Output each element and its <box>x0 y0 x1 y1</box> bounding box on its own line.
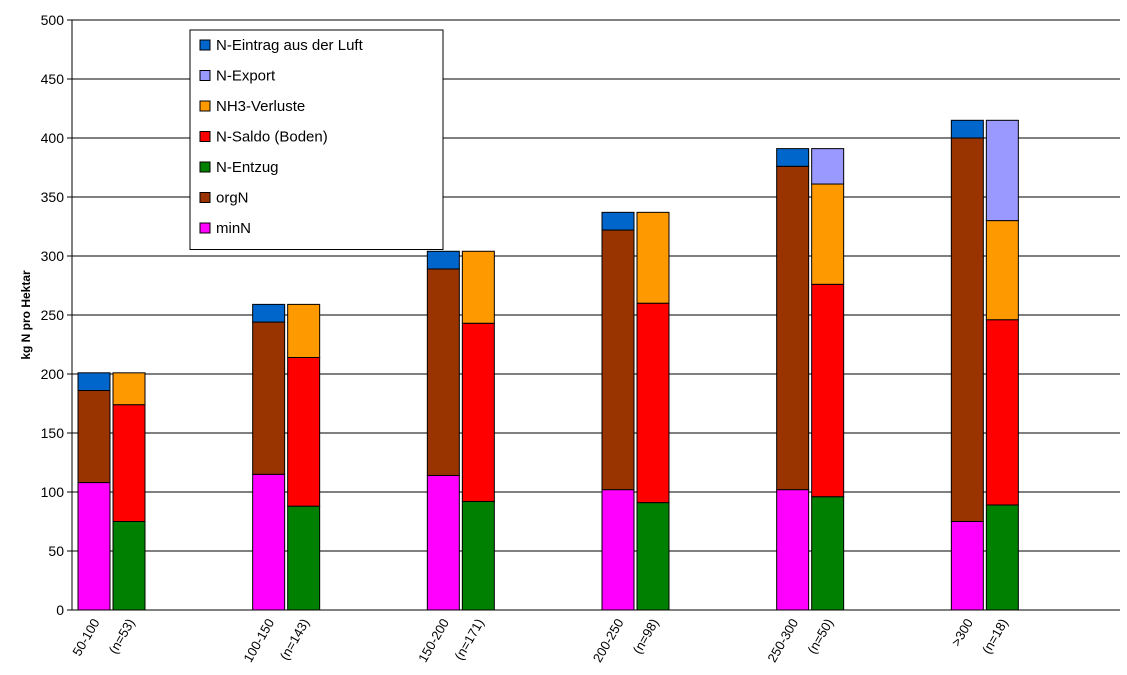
bar-segment-minn <box>776 489 810 611</box>
y-tick-label: 250 <box>41 307 65 323</box>
x-tick-label: (n=98) <box>630 616 662 656</box>
bar-segment-orgn <box>776 165 810 491</box>
y-tick-label: 50 <box>48 543 64 559</box>
legend-swatch <box>199 39 211 51</box>
legend-label: orgN <box>216 190 249 207</box>
legend-box <box>189 29 444 250</box>
legend-label: N-Saldo (Boden) <box>216 129 328 146</box>
bar-segment-n-eintrag-aus-der-luft <box>601 211 635 231</box>
y-tick-label: 150 <box>41 425 65 441</box>
legend-swatch <box>199 70 211 81</box>
x-tick-label: (n=171) <box>451 616 487 663</box>
x-tick-labels: 50-100 (n=53) 100-150 (n=143) 150-200 (n=171)… <box>69 616 1011 665</box>
legend-label: N-Eintrag aus der Luft <box>216 37 364 54</box>
bar-segment-n-entzug <box>112 521 146 611</box>
y-tick-label: 400 <box>41 130 65 146</box>
legend-label: N-Export <box>216 68 276 85</box>
bar-segment-n-eintrag-aus-der-luft <box>77 372 111 392</box>
legend: N-Eintrag aus der Luft N-Export NH3-Verlus… <box>189 29 444 250</box>
bar-segment-n-eintrag-aus-der-luft <box>776 148 810 167</box>
bar-segment-minn <box>950 521 984 611</box>
bar-segment-n-entzug <box>461 500 495 611</box>
x-tick-label: 250-300 <box>764 616 801 665</box>
legend-swatch <box>199 192 211 203</box>
bar-segment-orgn <box>426 268 460 476</box>
bar-segment-nh3-verluste <box>985 220 1019 321</box>
legend-label: N-Entzug <box>216 159 279 176</box>
bar-segment-n-entzug <box>985 504 1019 611</box>
bar-segment-n-export <box>811 148 845 185</box>
bar-segment-orgn <box>601 229 635 491</box>
bar-segment-minn <box>77 482 111 611</box>
legend-swatch <box>199 161 211 173</box>
x-tick-label: >300 <box>948 616 976 649</box>
legend-swatch <box>199 131 211 142</box>
x-tick-label: 200-250 <box>590 616 627 665</box>
bar-segment-n-entzug <box>287 505 321 611</box>
x-tick-label: (n=143) <box>277 616 313 663</box>
bar-segment-n-export <box>985 119 1019 222</box>
bar-segment-orgn <box>950 137 984 522</box>
bars <box>77 119 1019 611</box>
bar-segment-n-entzug <box>811 496 845 611</box>
x-tick-label: (n=50) <box>804 616 836 656</box>
bar-segment-n-eintrag-aus-der-luft <box>426 250 460 270</box>
bar-segment-n-entzug <box>636 502 670 611</box>
x-tick-label: (n=18) <box>979 616 1011 656</box>
bar-segment-nh3-verluste <box>112 372 146 406</box>
legend-label: minN <box>216 220 251 237</box>
x-tick-label: 100-150 <box>240 616 277 665</box>
y-tick-label: 350 <box>41 189 65 205</box>
y-axis-label: kg N pro Hektar <box>19 270 33 360</box>
bar-segment-n-saldo-boden- <box>636 302 670 504</box>
bar-segment-nh3-verluste <box>287 303 321 358</box>
bar-segment-orgn <box>77 390 111 484</box>
bar-segment-nh3-verluste <box>811 183 845 285</box>
legend-label: NH3-Verluste <box>216 98 305 115</box>
bar-segment-minn <box>601 489 635 611</box>
bar-segment-nh3-verluste <box>461 250 495 324</box>
y-tick-label: 0 <box>56 602 64 618</box>
bar-segment-minn <box>252 473 286 611</box>
bar-segment-n-saldo-boden- <box>461 322 495 502</box>
bar-segment-n-saldo-boden- <box>287 356 321 507</box>
y-tick-label: 500 <box>41 12 65 28</box>
y-tick-labels: 0 50 100 150 200 250 300 350 400 450 500 <box>41 12 65 618</box>
axes <box>67 19 1120 611</box>
bar-segment-n-saldo-boden- <box>985 319 1019 506</box>
y-tick-label: 100 <box>41 484 65 500</box>
y-tick-label: 450 <box>41 71 65 87</box>
bar-segment-n-eintrag-aus-der-luft <box>950 119 984 139</box>
bar-segment-n-saldo-boden- <box>811 283 845 498</box>
bar-segment-minn <box>426 474 460 611</box>
legend-swatch <box>199 222 211 234</box>
bar-segment-nh3-verluste <box>636 211 670 304</box>
bar-segment-n-eintrag-aus-der-luft <box>252 303 286 323</box>
bar-segment-orgn <box>252 321 286 475</box>
legend-swatch <box>199 100 211 112</box>
x-tick-label: 150-200 <box>415 616 452 665</box>
y-tick-label: 200 <box>41 366 65 382</box>
y-tick-label: 300 <box>41 248 65 264</box>
x-tick-label: (n=53) <box>106 616 138 656</box>
bar-segment-n-saldo-boden- <box>112 404 146 522</box>
x-tick-label: 50-100 <box>69 616 102 659</box>
